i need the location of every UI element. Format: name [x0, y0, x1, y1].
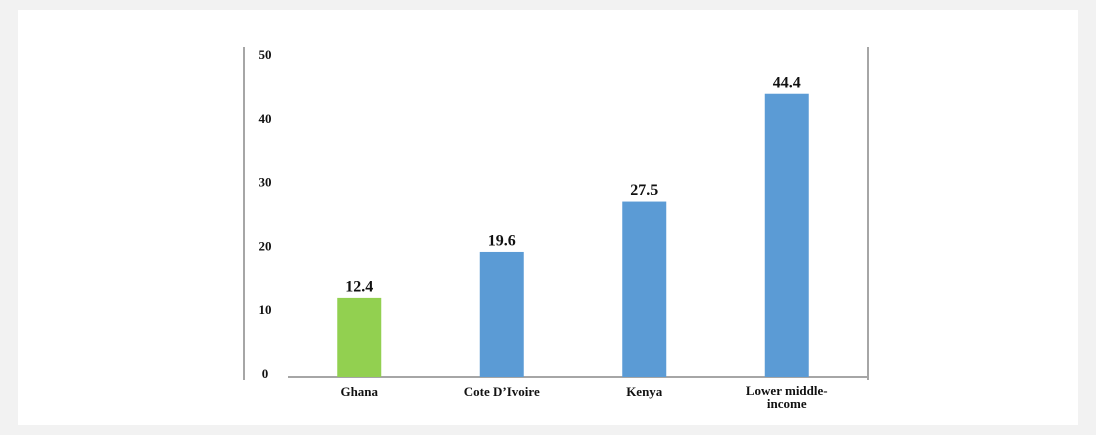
panel [18, 10, 1078, 425]
y-tick-label: 30 [259, 175, 272, 190]
y-tick-label: 0 [262, 366, 269, 381]
value-label: 19.6 [488, 233, 516, 250]
value-label: 12.4 [345, 279, 373, 296]
value-label: 27.5 [630, 182, 658, 199]
bar [622, 201, 667, 377]
x-tick-label: Lower middle-income [746, 383, 828, 411]
y-tick-label: 40 [259, 111, 272, 126]
bar [337, 297, 382, 377]
bar [764, 93, 809, 377]
y-tick-label: 10 [259, 302, 272, 317]
x-tick-label: Kenya [626, 384, 663, 399]
value-label: 44.4 [773, 74, 801, 91]
y-tick-label: 20 [259, 238, 272, 253]
y-tick-label: 50 [259, 47, 272, 62]
x-tick-label: Cote D’Ivoire [464, 384, 540, 399]
x-tick-label: Ghana [340, 384, 378, 399]
bar [479, 251, 524, 377]
